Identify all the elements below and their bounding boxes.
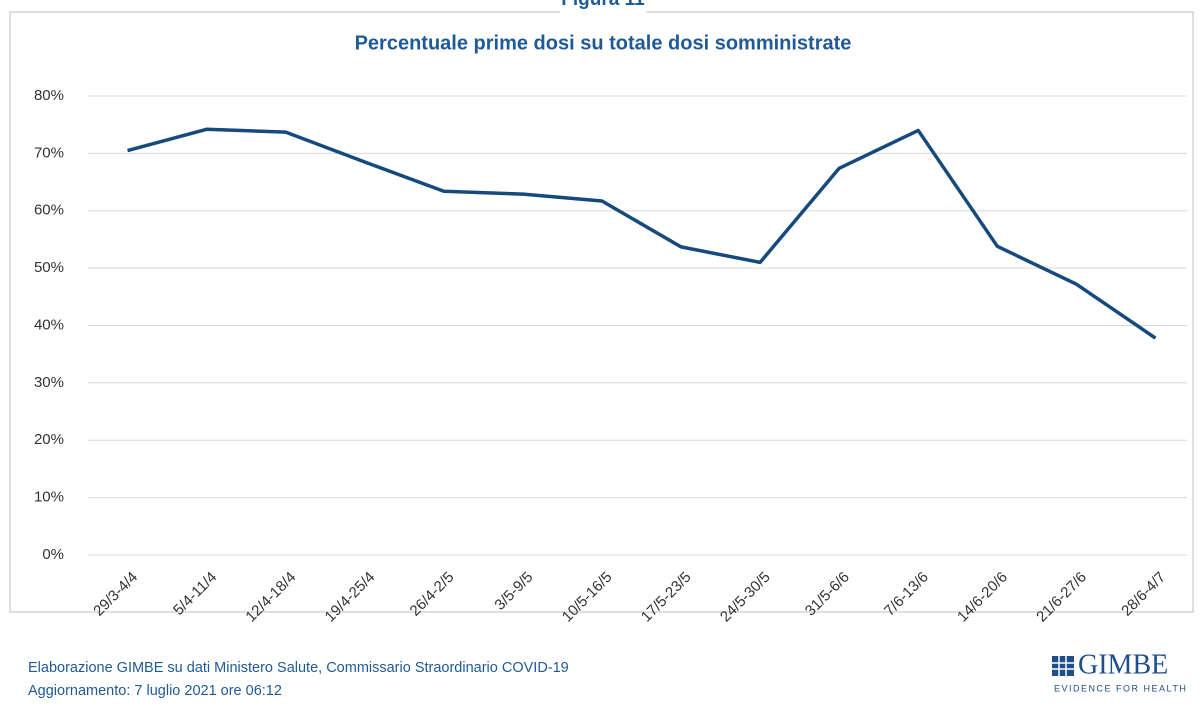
figure-label: Figura 11 xyxy=(561,0,645,10)
source-note: Elaborazione GIMBE su dati Ministero Sal… xyxy=(28,660,569,676)
logo-icon xyxy=(1052,656,1074,676)
chart-title: Percentuale prime dosi su totale dosi so… xyxy=(355,32,852,54)
label-backing xyxy=(560,0,646,13)
data-line xyxy=(127,127,1157,340)
y-tick-label: 50% xyxy=(34,259,64,276)
logo-name: GIMBE xyxy=(1078,649,1168,680)
y-tick-label: 70% xyxy=(34,144,64,161)
y-tick-label: 80% xyxy=(34,87,64,104)
chart-border xyxy=(9,11,1194,613)
logo-tagline: EVIDENCE FOR HEALTH xyxy=(1054,683,1187,693)
y-tick-label: 30% xyxy=(34,374,64,391)
y-tick-label: 0% xyxy=(42,546,64,563)
y-tick-label: 40% xyxy=(34,316,64,333)
y-tick-label: 60% xyxy=(34,202,64,219)
y-tick-label: 10% xyxy=(34,489,64,506)
y-tick-label: 20% xyxy=(34,431,64,448)
update-note: Aggiornamento: 7 luglio 2021 ore 06:12 xyxy=(28,683,282,699)
